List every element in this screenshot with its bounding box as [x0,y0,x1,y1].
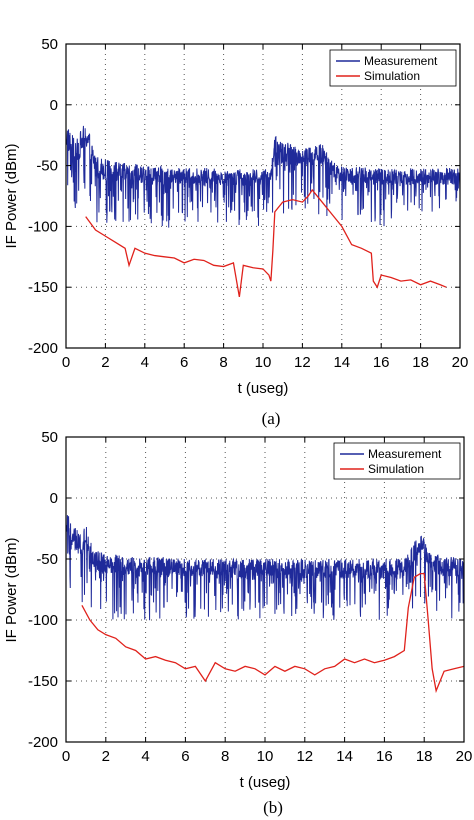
x-tick-label: 8 [221,748,229,765]
x-tick-label: 12 [294,354,311,371]
x-tick-label: 4 [141,748,149,765]
y-tick-label: -50 [36,551,58,568]
x-tick-label: 10 [255,354,272,371]
x-axis-label: t (useg) [240,774,291,791]
y-tick-label: -200 [28,734,58,751]
series-line-simulation [81,572,464,694]
y-tick-label: -50 [36,158,58,175]
x-tick-label: 2 [102,748,110,765]
y-tick-label: -200 [28,340,58,357]
panel-caption: (b) [263,798,283,817]
chart-panel-b: 0 2 4 6 8 10 12 14 16 18 20 50 0 -50 -100 -150 -200 t (us… [3,429,472,817]
legend-label-simulation: Simulation [364,69,420,83]
x-tick-label: 14 [336,748,353,765]
y-tick-label: 0 [50,490,58,507]
legend-box [333,442,461,480]
x-tick-label: 18 [416,748,433,765]
y-axis-label: IF Power (dBm) [3,537,20,642]
series-line-simulation [85,188,447,298]
x-tick-label: 0 [62,354,70,371]
x-tick-label: 20 [452,354,469,371]
x-tick-label: 4 [141,354,149,371]
x-tick-label: 16 [373,354,390,371]
legend-label-measurement: Measurement [368,447,442,461]
panel-caption: (a) [262,409,281,428]
x-tick-label: 14 [333,354,350,371]
y-tick-label: 50 [41,36,58,53]
x-tick-label: 10 [257,748,274,765]
y-tick-label: -150 [28,279,58,296]
x-tick-label: 0 [62,748,70,765]
x-tick-label: 6 [181,748,189,765]
legend-box [329,49,457,87]
x-axis-label: t (useg) [238,380,289,397]
y-axis-label: IF Power (dBm) [3,143,20,248]
y-tick-label: 0 [50,97,58,114]
y-tick-label: -100 [28,612,58,629]
legend-label-measurement: Measurement [364,54,438,68]
series-line-measurement [66,515,464,621]
x-tick-label: 2 [101,354,109,371]
x-tick-label: 18 [412,354,429,371]
chart-panel-a: 0 2 4 6 8 10 12 14 16 18 20 50 0 -50 -100 -150 -200 t (us… [3,36,468,428]
y-tick-label: -150 [28,673,58,690]
series-line-measurement [66,125,460,228]
y-tick-label: 50 [41,429,58,446]
y-tick-label: -100 [28,218,58,235]
x-tick-label: 16 [376,748,393,765]
x-tick-label: 20 [456,748,473,765]
x-tick-label: 8 [219,354,227,371]
x-tick-label: 6 [180,354,188,371]
legend-label-simulation: Simulation [368,462,424,476]
x-tick-label: 12 [296,748,313,765]
